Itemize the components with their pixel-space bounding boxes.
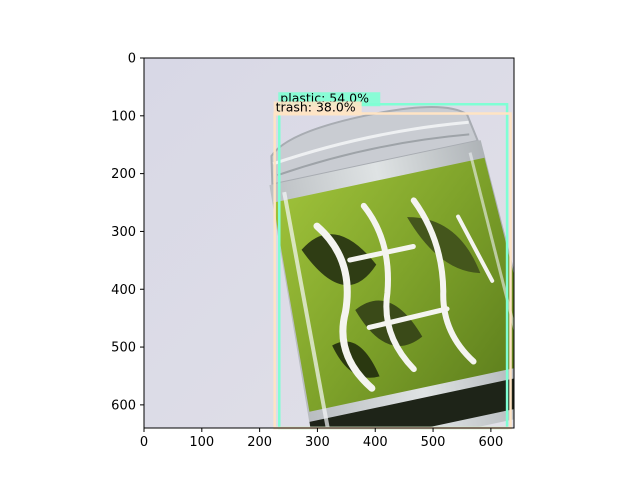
axes-frame [143,57,515,429]
y-tick-label: 300 [111,225,136,240]
x-tick-label: 100 [189,435,214,450]
x-tick-label: 600 [478,435,503,450]
detection-label-bg-trash [273,101,362,116]
x-tick-label: 0 [140,435,148,450]
photo [144,58,514,428]
y-tick-label: 400 [111,283,136,298]
y-tick-label: 500 [111,341,136,356]
y-tick-label: 600 [111,398,136,413]
x-tick-label: 400 [363,435,388,450]
detection-label-trash: trash: 38.0% [276,100,356,115]
bottle [269,106,514,428]
x-tick-label: 500 [421,435,446,450]
x-tick-label: 200 [247,435,272,450]
x-tick-label: 300 [305,435,330,450]
axis-ticks: 0 100 200 300 400 500 600 0 100 200 300 400 500 600 [111,52,503,451]
y-tick-label: 0 [128,52,136,67]
y-tick-label: 100 [111,109,136,124]
y-tick-label: 200 [111,167,136,182]
